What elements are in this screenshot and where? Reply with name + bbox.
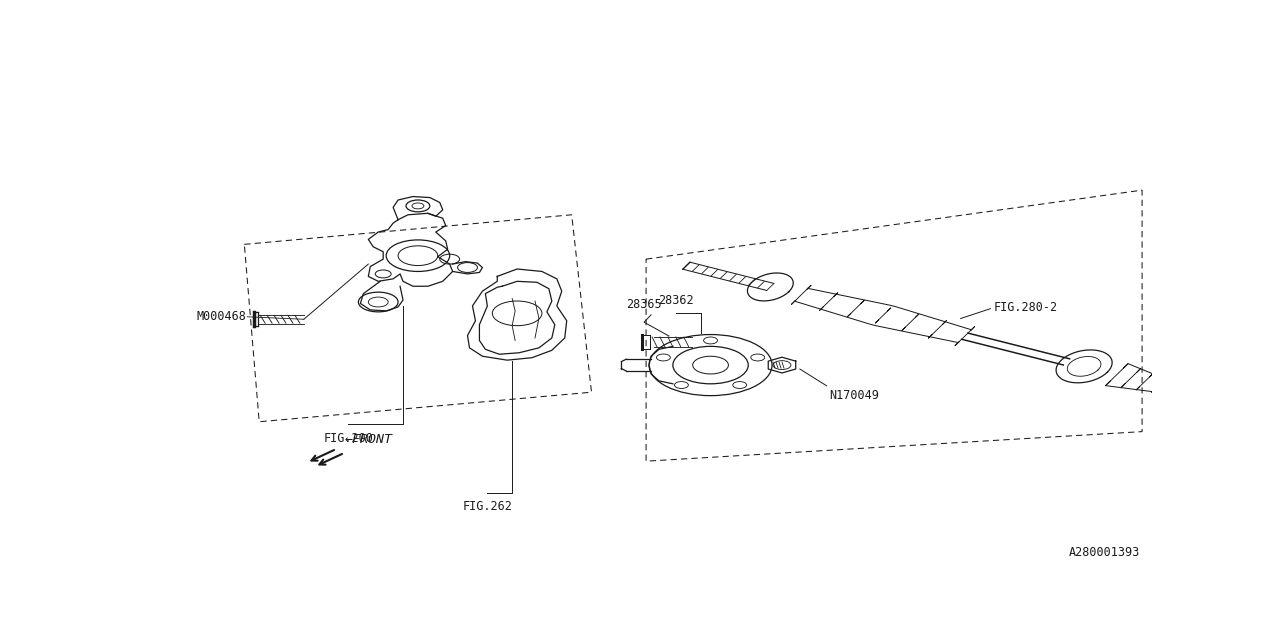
Text: 28362: 28362 xyxy=(658,294,694,307)
Text: FIG.262: FIG.262 xyxy=(462,500,512,513)
Text: A280001393: A280001393 xyxy=(1069,546,1140,559)
Text: 28365: 28365 xyxy=(626,298,662,312)
Text: FIG.280-2: FIG.280-2 xyxy=(993,301,1057,314)
Text: N170049: N170049 xyxy=(829,388,879,402)
Text: M000468: M000468 xyxy=(196,310,246,323)
Text: FIG.200: FIG.200 xyxy=(324,431,374,445)
Text: ←FRONT: ←FRONT xyxy=(344,433,393,447)
